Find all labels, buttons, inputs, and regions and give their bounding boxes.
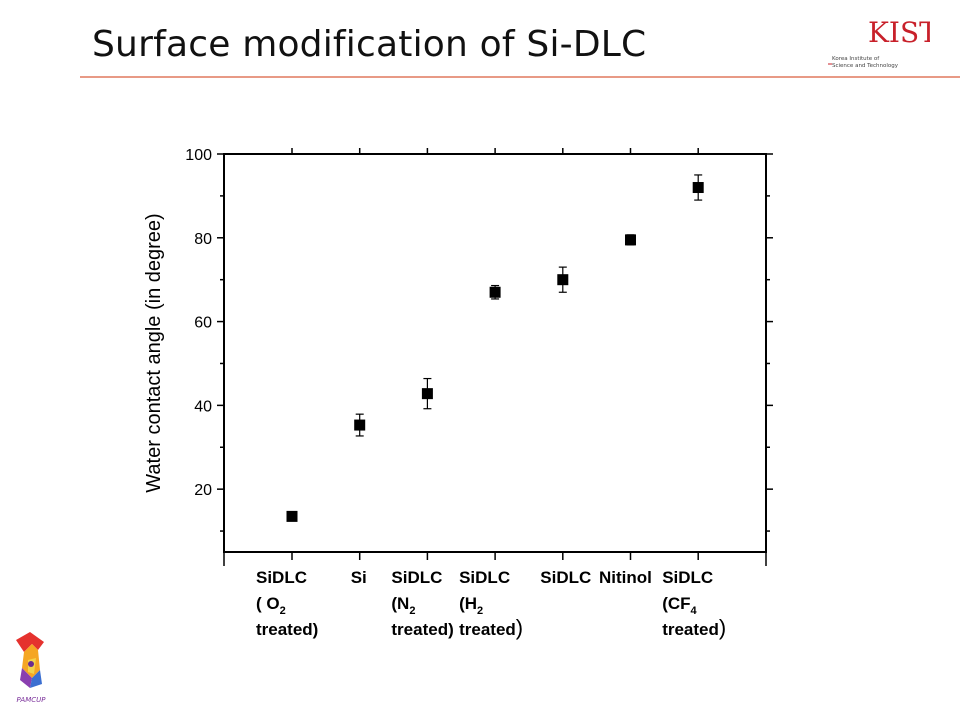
category-label-text: SiDLC xyxy=(540,568,591,587)
category-label-text: treated) xyxy=(391,620,453,639)
category-label-line: SiDLC xyxy=(662,568,713,587)
kist-logo-subtitle-2: Science and Technology xyxy=(832,63,899,69)
category-label-text: SiDLC xyxy=(256,568,307,587)
data-point xyxy=(692,182,704,194)
title-divider xyxy=(80,76,960,78)
category-label-subscript: 2 xyxy=(477,605,483,617)
data-point xyxy=(286,510,298,522)
category-label-text: (H xyxy=(459,594,477,613)
category-label-text: SiDLC xyxy=(459,568,510,587)
category-label: SiDLC (N2 treated) xyxy=(391,568,453,639)
y-axis-title: Water contact angle (in degree) xyxy=(143,213,165,492)
category-label-line: (CF4 xyxy=(662,594,697,617)
data-point xyxy=(625,234,636,246)
category-label-text: Si xyxy=(351,568,367,587)
category-label-line: Nitinol xyxy=(599,568,652,587)
data-point xyxy=(354,419,366,431)
category-label-tail: ) xyxy=(719,615,726,640)
category-label-text: treated) xyxy=(256,620,318,639)
category-label-line: SiDLC xyxy=(540,568,591,587)
category-label: Si xyxy=(351,568,367,587)
category-label-text: ( O xyxy=(256,594,280,613)
slide-title: Surface modification of Si-DLC xyxy=(92,24,647,65)
mascot-logo: PAMCUP xyxy=(16,632,47,704)
y-axis: 20 40 60 80 100 xyxy=(185,147,773,532)
category-label-text: (CF xyxy=(662,594,690,613)
category-label-text: treated xyxy=(459,620,516,639)
category-label-text: SiDLC xyxy=(391,568,442,587)
category-label-subscript: 4 xyxy=(691,605,698,617)
category-label-text: Nitinol xyxy=(599,568,652,587)
category-label-line: (N2 xyxy=(391,594,415,617)
category-label-text: treated xyxy=(662,620,719,639)
y-tick-label: 80 xyxy=(194,231,212,248)
data-point xyxy=(489,286,501,298)
category-label-line: treated) xyxy=(256,620,318,639)
category-label-subscript: 2 xyxy=(280,605,286,617)
category-label-line: SiDLC xyxy=(459,568,510,587)
category-label-line: (H2 xyxy=(459,594,483,617)
category-label: SiDLC ( O2 treated) xyxy=(256,568,318,639)
category-label-line: treated) xyxy=(662,615,726,640)
category-label: SiDLC xyxy=(540,568,591,587)
kist-logo-subtitle-1: Korea Institute of xyxy=(832,56,880,62)
category-label-text: (N xyxy=(391,594,409,613)
y-tick-label: 60 xyxy=(194,315,212,332)
data-point xyxy=(557,274,569,286)
y-tick-label: 40 xyxy=(194,398,212,415)
plot-frame xyxy=(223,153,767,553)
kist-logo-letters: KIST xyxy=(868,16,930,49)
category-label: Nitinol xyxy=(599,568,652,587)
y-tick-label: 20 xyxy=(194,482,212,499)
category-label-line: ( O2 xyxy=(256,594,286,617)
category-label-line: SiDLC xyxy=(391,568,442,587)
y-tick-label: 100 xyxy=(185,147,212,164)
category-label-line: SiDLC xyxy=(256,568,307,587)
category-label-line: treated) xyxy=(391,620,453,639)
kist-logo: KIST Korea Institute of Science and Tech… xyxy=(828,16,930,69)
mascot-caption: PAMCUP xyxy=(17,696,47,704)
category-label-text: SiDLC xyxy=(662,568,713,587)
category-label-tail: ) xyxy=(516,615,523,640)
category-label-subscript: 2 xyxy=(409,605,415,617)
category-label-line: treated) xyxy=(459,615,523,640)
x-axis xyxy=(223,148,767,566)
category-label-line: Si xyxy=(351,568,367,587)
data-markers xyxy=(286,174,704,522)
data-point xyxy=(421,388,433,400)
